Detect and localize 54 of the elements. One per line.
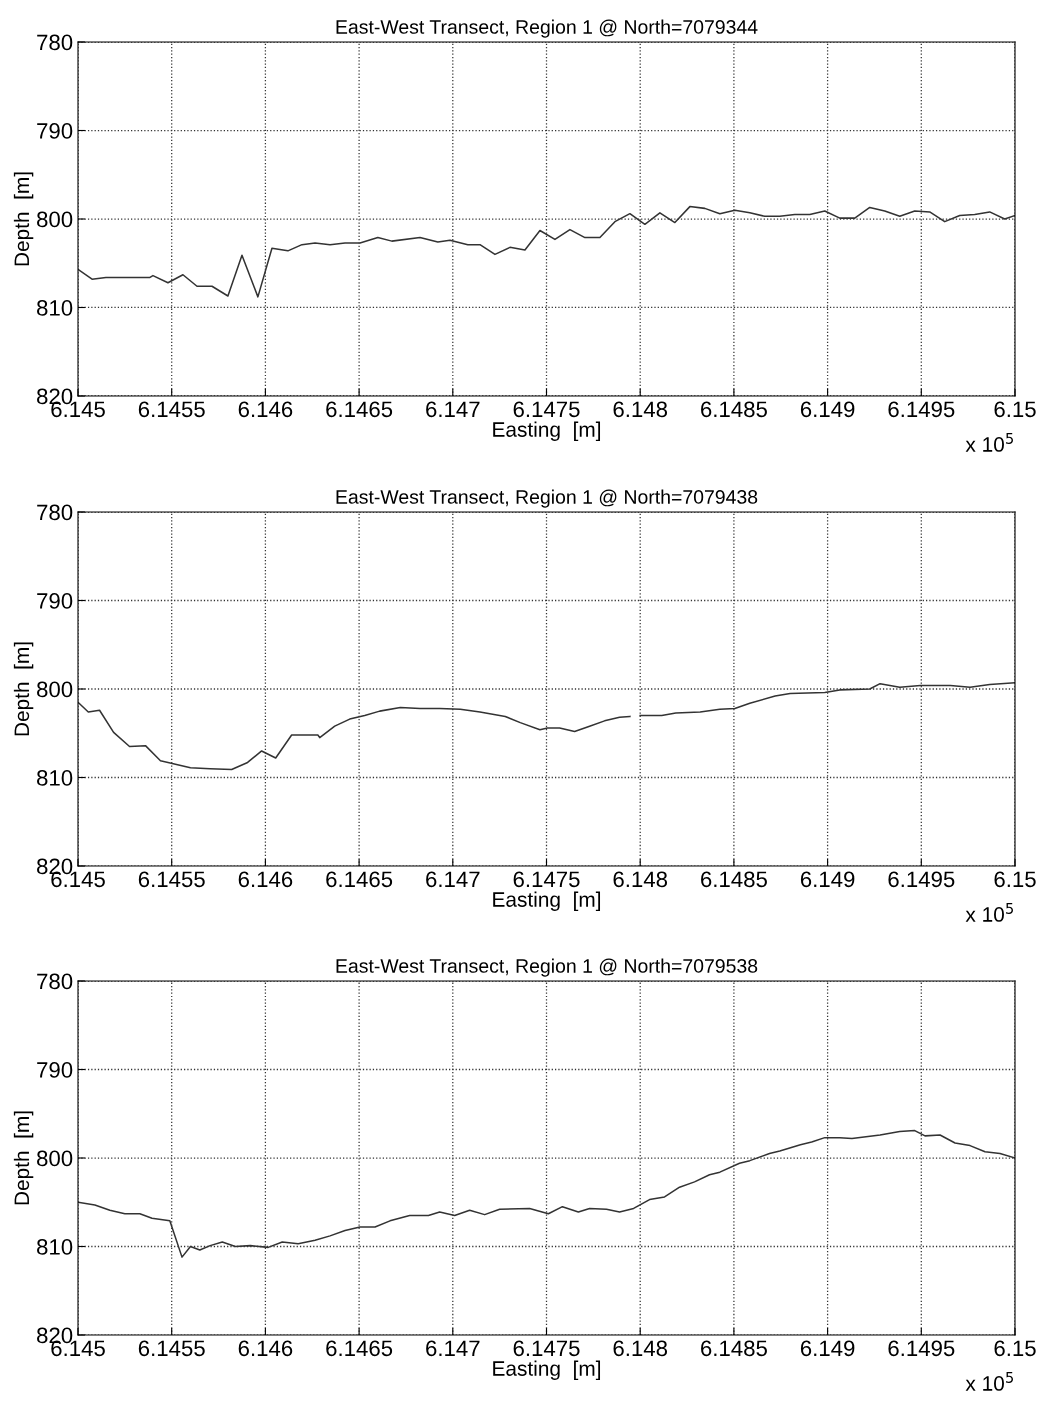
chart-title: East-West Transect, Region 1 @ North=7079438 [336,489,758,508]
y-tick-label: 800 [37,211,73,228]
y-tick-label: 790 [37,1062,73,1078]
x-tick-label: 6.147 [426,871,480,888]
x-tick-label: 6.1485 [701,1340,767,1357]
x-tick-label: 6.149 [800,871,855,888]
x-tick-label: 6.1455 [138,401,205,418]
x-tick-label: 6.1475 [513,401,580,418]
x-tick-label: 6.1455 [138,871,205,888]
y-tick-label: 780 [37,973,73,990]
x-tick-label: 6.1475 [513,1340,580,1357]
x-tick-label: 6.148 [613,1340,668,1357]
y-axis-title: Depth [m] [13,642,34,736]
y-tick-label: 780 [37,34,73,51]
y-tick-label: 790 [37,123,73,139]
x-tick-label: 6.149 [800,1340,855,1357]
x-tick-label: 6.1485 [701,871,767,888]
chart-title: East-West Transect, Region 1 @ North=7079344 [336,19,758,38]
x-tick-label: 6.1485 [701,401,767,418]
y-tick-label: 790 [37,593,73,609]
y-axis-title: Depth [m] [13,1111,34,1205]
text: x 10$^{5}$ [965,433,1013,452]
chart-title: East-West Transect, Region 1 @ North=7079538 [336,958,758,977]
x-tick-label: 6.146 [238,1340,293,1357]
y-tick-label: 780 [37,504,73,521]
x-tick-label: 6.15 [994,1340,1036,1357]
x-tick-label: 6.1465 [326,871,393,888]
y-tick-label: 800 [37,681,73,698]
x-axis-title: Easting [m] [493,421,601,441]
x-tick-label: 6.148 [613,871,668,888]
x-tick-label: 6.147 [426,401,480,418]
y-tick-label: 810 [37,300,73,316]
x-tick-label: 6.1495 [888,871,955,888]
x-tick-label: 6.1465 [326,1340,393,1357]
text: x 10$^{5}$ [965,1372,1013,1391]
x-tick-label: 6.1465 [326,401,393,418]
x-tick-label: 6.146 [238,871,293,888]
x-tick-label: 6.149 [800,401,855,418]
x-tick-label: 6.1495 [888,1340,955,1357]
x-tick-label: 6.1495 [888,401,955,418]
x-tick-label: 6.1455 [138,1340,205,1357]
text: x 10$^{5}$ [965,903,1013,922]
y-axis-title: Depth [m] [13,172,34,266]
y-tick-label: 810 [37,1239,73,1255]
x-tick-label: 6.146 [238,401,293,418]
x-tick-label: 6.15 [994,871,1036,888]
x-tick-label: 6.15 [994,401,1036,418]
x-axis-title: Easting [m] [493,891,601,911]
x-axis-title: Easting [m] [493,1360,601,1380]
x-tick-label: 6.148 [613,401,668,418]
x-tick-label: 6.1475 [513,871,580,888]
y-tick-label: 810 [37,770,73,786]
x-tick-label: 6.147 [426,1340,480,1357]
y-tick-label: 800 [37,1150,73,1167]
